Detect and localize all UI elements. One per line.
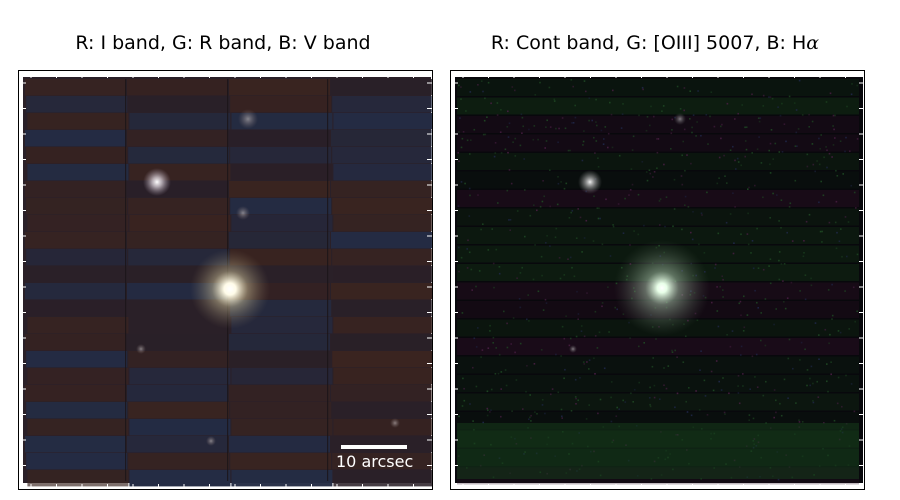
faint-star-lower (569, 345, 577, 353)
panel-title-left-text: R: I band, G: R band, B: V band (75, 32, 371, 54)
right-frame-ticks (453, 73, 864, 489)
panel-title-left: R: I band, G: R band, B: V band (75, 32, 370, 54)
left-image (19, 71, 432, 489)
bright-star (614, 240, 710, 336)
bright-star (190, 249, 270, 329)
right-image-panel (450, 70, 865, 490)
panel-title-right: R: Cont band, G: [OIII] 5007, B: Hα (491, 32, 819, 54)
panel-title-right-text: R: Cont band, G: [OIII] 5007, B: H (490, 32, 807, 54)
right-image (451, 71, 864, 489)
scale-bar (341, 445, 407, 449)
left-image-panel: 10 arcsec (18, 70, 433, 490)
star-upper-left (143, 168, 171, 196)
panel-title-right-alpha: α (806, 32, 820, 54)
left-image-field (23, 77, 432, 487)
scale-bar-label: 10 arcsec (336, 452, 414, 471)
right-image-field (455, 77, 863, 485)
left-frame-ticks (21, 73, 432, 489)
faint-star-top (238, 109, 258, 129)
star-upper-left (578, 170, 602, 194)
faint-star-lower (136, 344, 146, 354)
faint-star-middle (236, 206, 250, 220)
faint-star-top (674, 113, 686, 125)
faint-star-right (390, 418, 400, 428)
faint-star-bottom (206, 436, 216, 446)
